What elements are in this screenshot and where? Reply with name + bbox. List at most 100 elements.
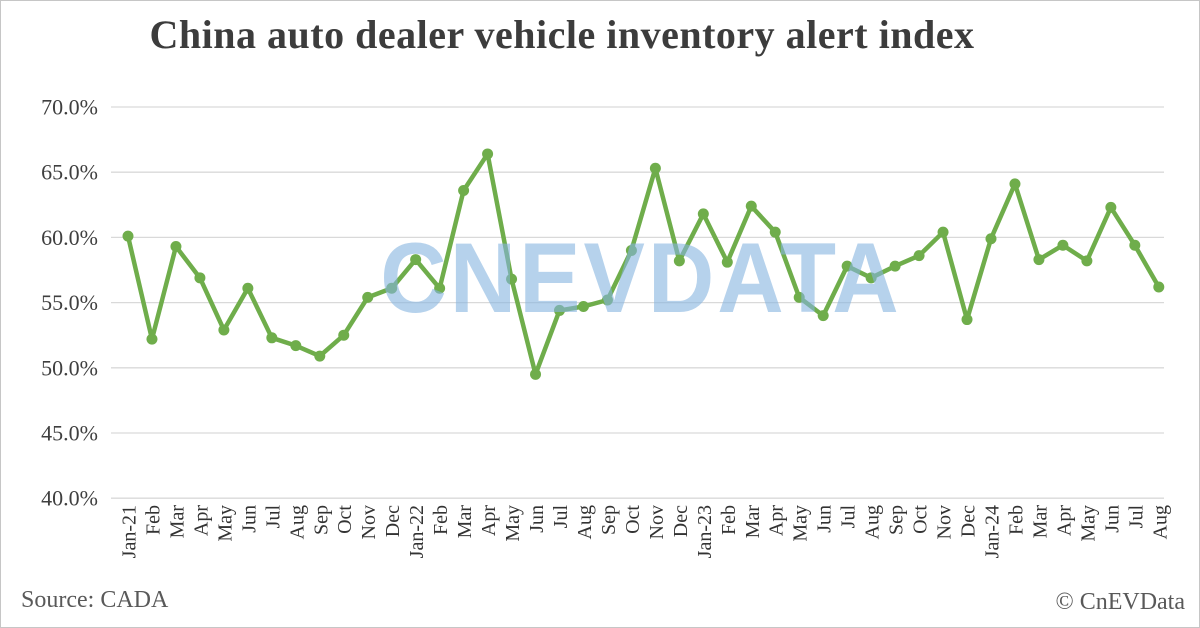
data-point: [865, 272, 877, 284]
data-point: [913, 250, 925, 262]
y-tick-label: 60.0%: [41, 225, 98, 250]
x-tick-label: Mar: [742, 505, 764, 539]
x-tick-label: Jul: [262, 505, 284, 529]
x-tick-label: Jan-24: [981, 505, 1003, 558]
data-point: [1057, 239, 1069, 251]
data-point: [194, 272, 206, 284]
data-point: [218, 324, 230, 336]
x-tick-label: Feb: [718, 505, 740, 535]
data-point: [170, 241, 182, 253]
source-label: Source: CADA: [21, 587, 169, 613]
data-point: [1033, 254, 1045, 266]
x-tick-label: Sep: [310, 505, 332, 535]
y-tick-label: 55.0%: [41, 290, 98, 315]
data-point: [410, 254, 422, 266]
data-point: [985, 233, 997, 245]
data-point: [1105, 201, 1117, 213]
y-tick-label: 65.0%: [41, 160, 98, 185]
x-tick-label: Apr: [190, 505, 212, 536]
x-tick-label: Aug: [862, 505, 884, 539]
x-tick-label: Apr: [478, 505, 500, 536]
y-tick-label: 70.0%: [41, 95, 98, 120]
x-tick-label: Sep: [886, 505, 908, 535]
data-point: [386, 282, 398, 294]
x-tick-label: Aug: [1149, 505, 1171, 539]
data-point: [434, 282, 446, 294]
data-point: [242, 282, 254, 294]
x-tick-label: Jun: [814, 505, 836, 533]
x-tick-label: Jun: [526, 505, 548, 533]
x-tick-label: Aug: [286, 505, 308, 539]
inventory-alert-line-chart: 70.0% 65.0% 60.0% 55.0% 50.0% 45.0% 40.0% Jan-2…: [41, 95, 1171, 559]
data-point: [601, 294, 613, 306]
x-tick-label: Apr: [766, 505, 788, 536]
x-tick-label: Jun: [1101, 505, 1123, 533]
x-tick-label: Feb: [142, 505, 164, 535]
data-point: [553, 304, 565, 316]
data-point: [793, 291, 805, 303]
x-tick-label: Dec: [670, 505, 692, 537]
data-point: [889, 260, 901, 272]
data-point: [745, 200, 757, 212]
data-point: [937, 226, 949, 238]
x-tick-label: Oct: [910, 505, 932, 534]
x-tick-label: Jul: [1125, 505, 1147, 529]
data-point: [506, 273, 518, 285]
data-point: [961, 314, 973, 326]
data-point: [1081, 255, 1093, 267]
x-tick-label: Nov: [934, 505, 956, 539]
x-tick-label: May: [790, 505, 812, 542]
x-tick-label: Jan-21: [119, 505, 141, 558]
data-point: [266, 332, 278, 344]
cnevdata-watermark: CNEVDATA: [380, 223, 902, 334]
data-point: [649, 162, 661, 174]
data-point: [122, 230, 134, 242]
data-point: [673, 255, 685, 267]
data-point: [362, 291, 374, 303]
data-point: [1009, 178, 1021, 190]
x-tick-label: Oct: [334, 505, 356, 534]
data-point: [1129, 239, 1141, 251]
y-tick-label: 40.0%: [41, 486, 98, 511]
x-tick-label: Jan-22: [406, 505, 428, 558]
y-tick-label: 50.0%: [41, 355, 98, 380]
data-point: [338, 329, 350, 341]
data-point: [841, 260, 853, 272]
x-tick-label: Aug: [574, 505, 596, 539]
y-tick-label: 45.0%: [41, 421, 98, 446]
x-tick-label: Sep: [598, 505, 620, 535]
x-tick-label: Feb: [1005, 505, 1027, 535]
data-point: [314, 350, 326, 362]
x-tick-label: May: [214, 505, 236, 542]
data-point: [290, 340, 302, 352]
x-tick-label: Nov: [646, 505, 668, 539]
x-tick-label: Mar: [454, 505, 476, 539]
data-point: [625, 244, 637, 256]
x-tick-label: Oct: [622, 505, 644, 534]
data-point: [530, 368, 542, 380]
data-point: [697, 208, 709, 220]
data-point: [1153, 281, 1165, 293]
data-point: [769, 226, 781, 238]
x-tick-label: Mar: [166, 505, 188, 539]
x-tick-label: Mar: [1029, 505, 1051, 539]
chart-title: China auto dealer vehicle inventory aler…: [149, 12, 975, 57]
data-point: [721, 256, 733, 268]
x-tick-label: Nov: [358, 505, 380, 539]
data-point: [146, 333, 158, 345]
x-tick-label: Jun: [238, 505, 260, 533]
x-tick-label: May: [502, 505, 524, 542]
data-point: [817, 310, 829, 322]
x-tick-label: May: [1077, 505, 1099, 542]
x-tick-label: Dec: [382, 505, 404, 537]
x-tick-label: Jan-23: [694, 505, 716, 558]
copyright-label: © CnEVData: [1055, 589, 1185, 615]
data-point: [577, 301, 589, 313]
data-point: [458, 184, 470, 196]
data-point: [482, 148, 494, 160]
x-tick-label: Feb: [430, 505, 452, 535]
x-tick-label: Apr: [1053, 505, 1075, 536]
x-tick-label: Dec: [958, 505, 980, 537]
x-tick-label: Jul: [550, 505, 572, 529]
